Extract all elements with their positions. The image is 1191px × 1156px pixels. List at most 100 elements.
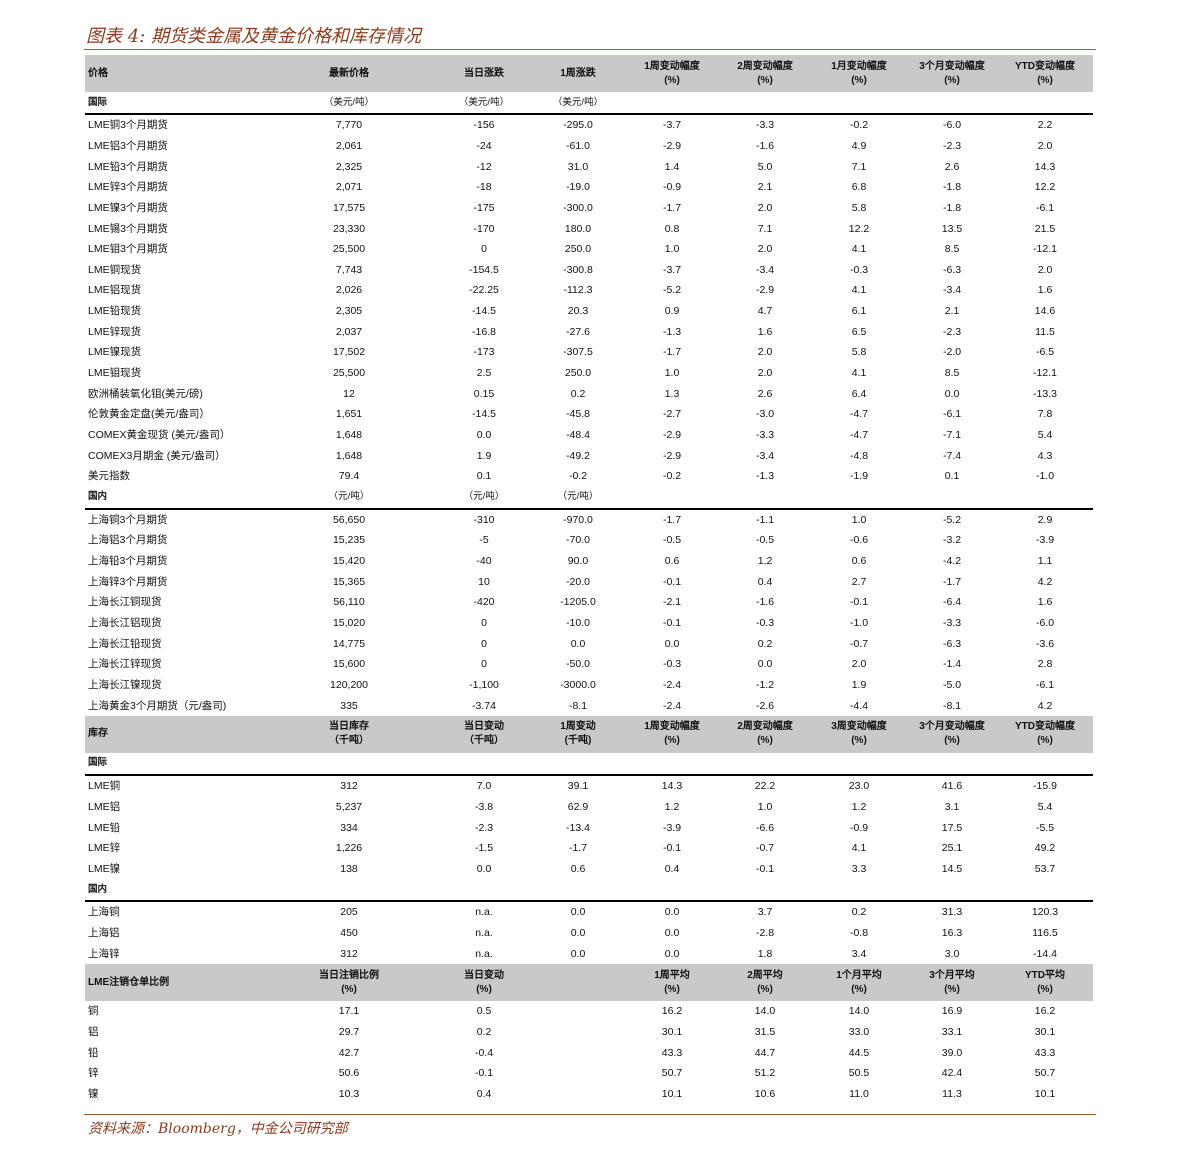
cell-value: 0.4 [757, 575, 773, 588]
cell-value: 2,061 [335, 139, 363, 152]
cell-value: 312 [340, 947, 358, 960]
cell-value: 0.0 [664, 947, 680, 960]
cell-value: -1,100 [469, 678, 499, 691]
cell-value: -4.4 [849, 699, 869, 712]
cell-value: 1.1 [1037, 555, 1053, 568]
table-row: LME铜 312 7.0 39.1 14.3 22.2 23.0 41.6 -15.9 [85, 776, 1093, 797]
cell-value: -13.3 [1033, 387, 1057, 400]
cell-value: -45.8 [566, 408, 590, 421]
cell-value: 43.3 [1034, 1046, 1056, 1059]
cell-value: 25.1 [941, 842, 963, 855]
cell-value: -48.4 [566, 428, 590, 441]
cell-value: -61.0 [566, 139, 590, 152]
cell-value: -1.7 [662, 513, 682, 526]
cell-value: -2.9 [662, 428, 682, 441]
cell-value: 3个月变动幅度 (%) [919, 60, 985, 86]
cell-value: -0.9 [662, 181, 682, 194]
table-row: 锌 50.6 -0.1 50.7 51.2 50.5 42.4 50.7 [85, 1063, 1093, 1084]
cell-value: 25,500 [332, 243, 366, 256]
cell-value: 当日涨跌 [464, 67, 504, 79]
cell-value: 30.1 [661, 1026, 683, 1039]
cell-value: 3周变动幅度 (%) [831, 721, 887, 747]
cell-value: -16.8 [472, 325, 496, 338]
table-row: 上海黄金3个月期货（元/盎司) 335 -3.74 -8.1 -2.4 -2.6 -4.4 -… [85, 695, 1093, 716]
cell-value: 1.8 [757, 947, 773, 960]
table-row: LME铝3个月期货 2,061 -24 -61.0 -2.9 -1.6 4.9 -2.3 2.0 [85, 136, 1093, 157]
cell-value: 1.0 [664, 243, 680, 256]
cell-value: -2.9 [662, 139, 682, 152]
cell-value: 5.4 [1037, 428, 1053, 441]
cell-value: 当日注销比例 (%) [319, 969, 379, 995]
table-row: 上海长江镍现货 120,200 -1,100 -3000.0 -2.4 -1.2 1.9 -5… [85, 675, 1093, 696]
cell-value: -4.7 [849, 428, 869, 441]
table-row: LME锡3个月期货 23,330 -170 180.0 0.8 7.1 12.2 13.5 21… [85, 218, 1093, 239]
cell-value: -2.9 [755, 284, 775, 297]
cell-value: 2周变动幅度 (%) [737, 721, 793, 747]
cell-value: 250.0 [564, 243, 592, 256]
cell-value: 4.2 [1037, 699, 1053, 712]
cell-value: 1,226 [335, 842, 363, 855]
cell-value: 0.1 [944, 470, 960, 483]
cell-value: 1.6 [1037, 284, 1053, 297]
cell-value: -6.4 [942, 596, 962, 609]
cell-value: -49.2 [566, 449, 590, 462]
cell-value: -40 [476, 555, 492, 568]
cell-value: -3.74 [472, 699, 496, 712]
cell-value: 1,648 [335, 449, 363, 462]
cell-value: 0.1 [476, 470, 492, 483]
cell-value: -6.1 [1035, 201, 1055, 214]
cell-value: 4.2 [1037, 575, 1053, 588]
cell-value: 4.3 [1037, 449, 1053, 462]
cell-value: 1.0 [851, 513, 867, 526]
cell-value: 25,500 [332, 367, 366, 379]
cell-value: -3.8 [474, 800, 494, 813]
cell-value: -2.4 [662, 699, 682, 712]
cell-value: -0.2 [662, 470, 682, 483]
cell-value: 12 [343, 387, 355, 400]
cell-value: 56,650 [332, 513, 366, 526]
cell-value: 3.4 [851, 947, 867, 960]
table-header-row: LME注销仓单比例 当日注销比例 (%) 当日变动 (%) 1周平均 (%) 2周平均 … [85, 964, 1093, 1002]
table-row: 上海锌3个月期货 15,365 10 -20.0 -0.1 0.4 2.7 -1.7 4.2 [85, 571, 1093, 592]
cell-value: 15,020 [332, 617, 366, 630]
title-divider [84, 49, 1096, 50]
cell-value: 11.5 [1035, 325, 1055, 338]
table-row: 上海铜 205 n.a. 0.0 0.0 3.7 0.2 31.3 120.3 [85, 902, 1093, 923]
row-label: LME锌 [88, 842, 121, 855]
cell-value: 2,037 [335, 325, 363, 338]
cell-value: 10.1 [661, 1087, 683, 1100]
cell-value: -0.3 [662, 658, 682, 671]
footer-divider [84, 1114, 1096, 1115]
table-row: LME镍3个月期货 17,575 -175 -300.0 -1.7 2.0 5.8 -1.8 -… [85, 198, 1093, 219]
cell-value: 31.5 [754, 1026, 776, 1039]
table-row: 铅 42.7 -0.4 43.3 44.7 44.5 39.0 43.3 [85, 1042, 1093, 1063]
cell-value: 1.9 [476, 449, 492, 462]
cell-value: -0.1 [662, 842, 682, 855]
row-label: 伦敦黄金定盘(美元/盎司） [88, 408, 210, 421]
cell-value: -154.5 [469, 263, 499, 276]
cell-value: 6.1 [851, 305, 867, 318]
cell-value: -0.2 [849, 119, 869, 132]
cell-value: 10.3 [338, 1087, 360, 1100]
cell-value: -1.0 [1035, 470, 1055, 483]
cell-value: （元/吨） [557, 491, 599, 503]
cell-value: -0.1 [755, 862, 775, 875]
cell-value: 2,071 [335, 181, 363, 194]
cell-value: 7,743 [335, 263, 363, 276]
cell-value: -6.1 [1035, 678, 1055, 691]
cell-value: 1.0 [664, 367, 680, 379]
row-label: LME铅 [88, 821, 121, 834]
table-row: LME锌3个月期货 2,071 -18 -19.0 -0.9 2.1 6.8 -1.8 12.2 [85, 177, 1093, 198]
cell-value: -27.6 [566, 325, 590, 338]
cell-value: 3.3 [851, 862, 867, 875]
cell-value: 17,575 [332, 201, 366, 214]
cell-value: -6.0 [1035, 617, 1055, 630]
row-label: 国际 [88, 96, 108, 108]
cell-value: 2.2 [1037, 119, 1053, 132]
cell-value: 15,600 [332, 658, 366, 671]
cell-value: 12.2 [1034, 181, 1056, 194]
cell-value: -3.2 [942, 534, 962, 547]
cell-value: 3.1 [944, 800, 960, 813]
row-label: 国内 [88, 883, 108, 895]
cell-value: -0.3 [849, 263, 869, 276]
